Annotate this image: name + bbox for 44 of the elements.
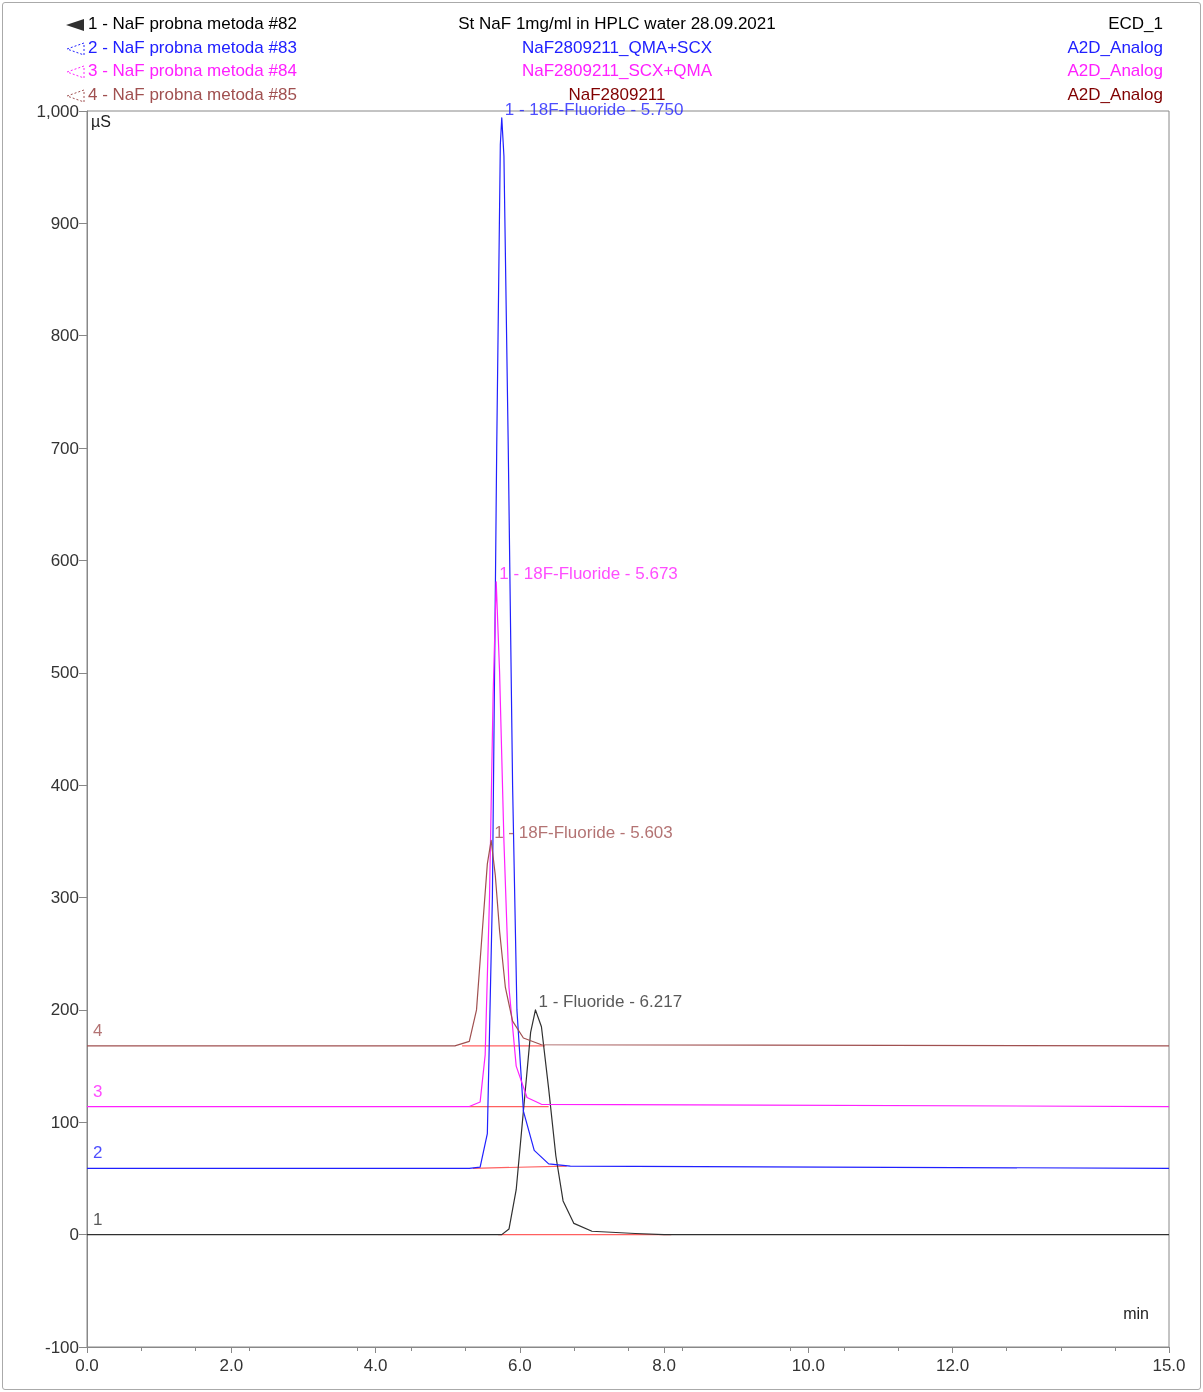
annotation: 3 bbox=[93, 1081, 103, 1101]
x-tick-label: 4.0 bbox=[363, 1356, 388, 1375]
line-series bbox=[86, 581, 1170, 1108]
legend-label: 2 - NaF probna metoda #83 bbox=[88, 37, 297, 58]
line-series bbox=[86, 839, 1170, 1047]
line-series bbox=[86, 1009, 1170, 1236]
y-tick-label: 600 bbox=[50, 550, 79, 570]
annotation: 1 - 18F-Fluoride - 5.603 bbox=[494, 822, 673, 842]
legend-label: 1 - NaF probna metoda #82 bbox=[88, 14, 297, 34]
y-tick-label: 0 bbox=[69, 1225, 79, 1245]
x-tick-label: 8.0 bbox=[652, 1356, 676, 1375]
y-tick-label: 200 bbox=[50, 1000, 79, 1020]
text: A2D_Analog bbox=[1067, 84, 1163, 105]
legend-label: 4 - NaF probna metoda #85 bbox=[88, 84, 297, 105]
y-tick-label: 100 bbox=[50, 1112, 79, 1132]
y-tick-label: 800 bbox=[50, 326, 79, 346]
y-tick-label: 700 bbox=[50, 438, 79, 458]
x-tick-label: 10.0 bbox=[791, 1356, 825, 1375]
y-tick-label: 500 bbox=[50, 663, 79, 683]
y-tick-label: 300 bbox=[50, 888, 79, 908]
legend-label: 3 - NaF probna metoda #84 bbox=[88, 61, 297, 81]
text: A2D_Analog bbox=[1067, 37, 1163, 58]
annotation: 1 - Fluoride - 6.217 bbox=[538, 992, 683, 1012]
x-tick-label: 6.0 bbox=[507, 1356, 532, 1375]
x-tick-label: 0.0 bbox=[75, 1356, 99, 1375]
annotation: 1 bbox=[93, 1209, 103, 1229]
y-tick-label: 400 bbox=[50, 775, 79, 795]
line-series bbox=[86, 117, 1170, 1169]
annotation: 2 bbox=[93, 1143, 103, 1163]
text: St NaF 1mg/ml in HPLC water 28.09.2021 bbox=[458, 14, 776, 34]
x-axis-title: min bbox=[1123, 1304, 1149, 1322]
text: A2D_Analog bbox=[1067, 61, 1163, 81]
x-tick-label: 2.0 bbox=[219, 1356, 244, 1375]
x-tick-label: 12.0 bbox=[936, 1356, 970, 1375]
text: ECD_1 bbox=[1108, 14, 1163, 34]
annotation: 1 - 18F-Fluoride - 5.673 bbox=[499, 564, 678, 584]
y-axis-title: µS bbox=[91, 112, 111, 130]
y-tick-label: 1,000 bbox=[36, 101, 79, 121]
x-tick-label: 15.0 bbox=[1152, 1356, 1186, 1375]
text: NaF2809211_QMA+SCX bbox=[521, 37, 713, 58]
annotation: 4 bbox=[93, 1020, 103, 1040]
y-tick-label: 900 bbox=[50, 213, 79, 233]
y-tick-label: -100 bbox=[44, 1337, 79, 1357]
text: NaF2809211_SCX+QMA bbox=[521, 61, 713, 81]
